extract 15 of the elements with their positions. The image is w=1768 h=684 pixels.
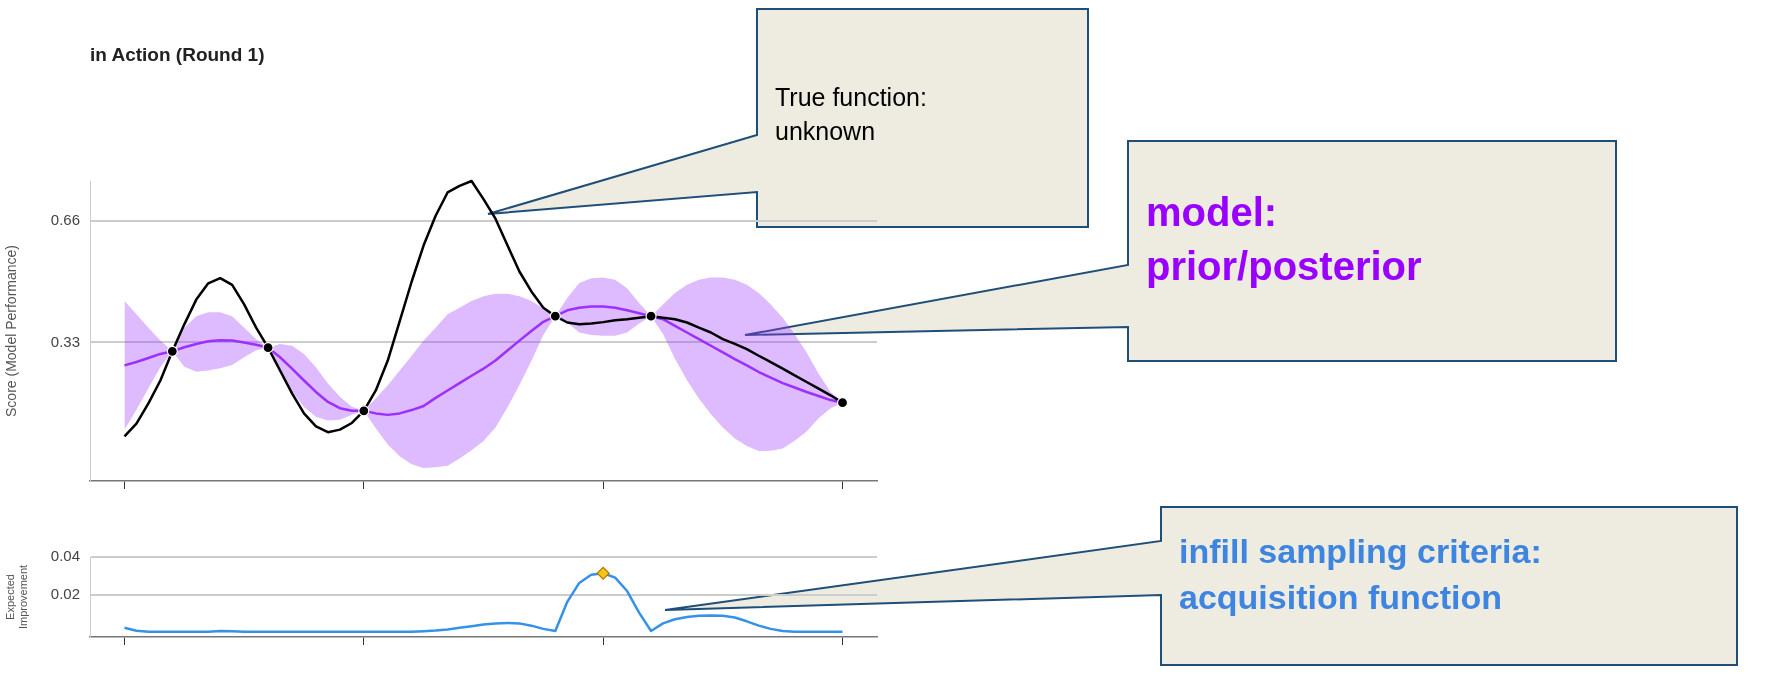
chart-title: in Action (Round 1) bbox=[90, 44, 265, 66]
y-tick-label: 0.02 bbox=[50, 584, 80, 602]
point bbox=[262, 342, 274, 354]
y-axis-title: Score (Model Performance) bbox=[3, 245, 20, 417]
text: model: prior/posterior bbox=[1146, 189, 1423, 290]
point bbox=[645, 310, 657, 322]
text: True function: unknown bbox=[775, 82, 928, 147]
point bbox=[549, 310, 561, 322]
y-tick-label: 0.33 bbox=[50, 332, 80, 350]
point bbox=[358, 405, 370, 417]
y-tick-label: 0.04 bbox=[50, 547, 80, 565]
y-axis-title: Expected Improvement bbox=[3, 564, 29, 630]
text: infill sampling criteria: acquisition function bbox=[1179, 531, 1543, 618]
point bbox=[166, 345, 178, 357]
y-tick-label: 0.66 bbox=[50, 210, 80, 228]
